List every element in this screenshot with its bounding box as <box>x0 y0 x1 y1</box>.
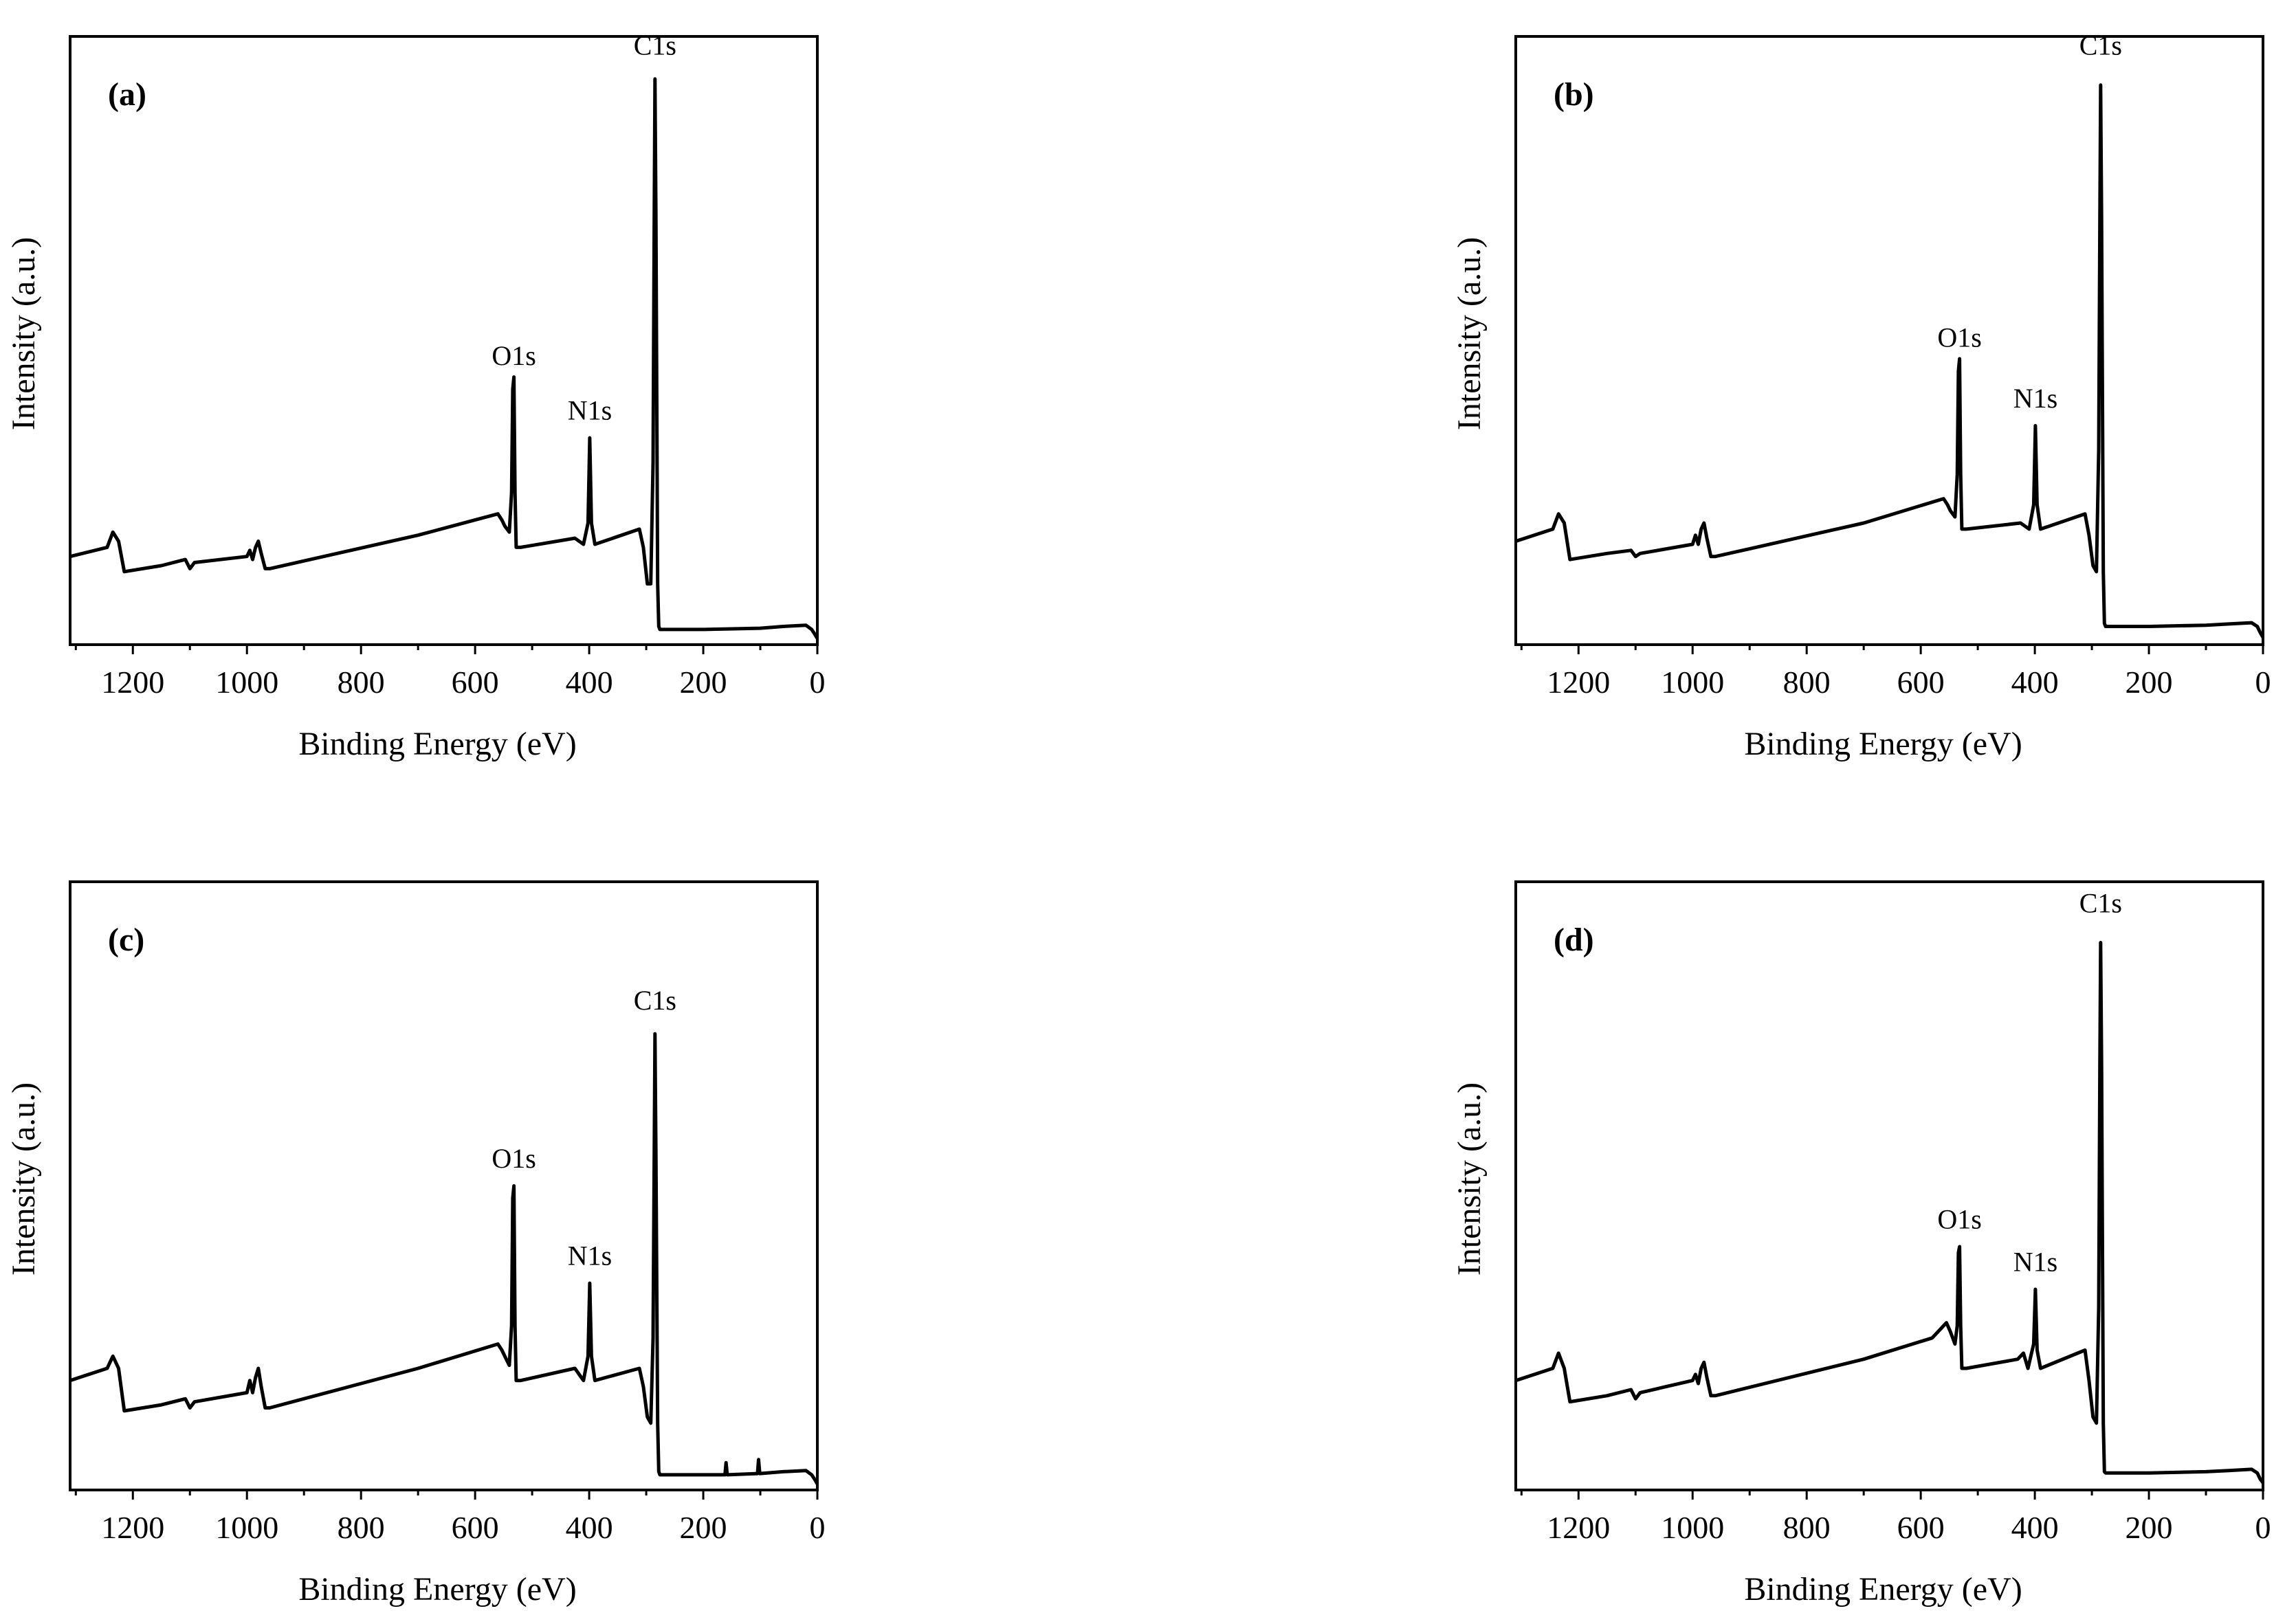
x-tick-label: 600 <box>452 665 499 700</box>
peak-label-n1s: N1s <box>2013 1246 2057 1277</box>
x-tick-label: 1000 <box>215 665 278 700</box>
x-tick-label: 400 <box>566 665 613 700</box>
panel-b: 1200 1000 800 600 400 200 0 Binding Energy (eV)… <box>1451 30 2271 762</box>
x-tick-label: 0 <box>2255 665 2271 700</box>
y-axis-title: Intensity (a.u.) <box>5 1082 42 1276</box>
panel-d: 1200 1000 800 600 400 200 0 Binding Energy (eV)… <box>1451 880 2271 1608</box>
y-axis-title: Intensity (a.u.) <box>5 237 42 430</box>
x-axis-title: Binding Energy (eV) <box>298 1571 576 1608</box>
x-tick-label: 800 <box>338 665 385 700</box>
peak-label-n1s: N1s <box>568 1241 612 1271</box>
peak-label-c1s: C1s <box>2079 30 2122 61</box>
x-tick-label: 0 <box>810 1510 826 1545</box>
spectrum-line <box>1515 83 2265 638</box>
x-tick-label: 200 <box>2126 665 2173 700</box>
peak-label-c1s: C1s <box>634 30 676 61</box>
x-tick-label: 800 <box>1783 665 1831 700</box>
x-tick-label: 600 <box>452 1510 499 1545</box>
x-tick-label: 200 <box>680 1510 727 1545</box>
x-tick-label: 200 <box>2126 1510 2173 1545</box>
plot-frame <box>69 35 819 646</box>
spectrum-line <box>1515 941 2264 1484</box>
panel-label: (a) <box>108 76 146 113</box>
peak-label-c1s: C1s <box>2079 887 2122 918</box>
x-tick-label: 200 <box>680 665 727 700</box>
x-tick-label: 600 <box>1897 665 1945 700</box>
plot-frame <box>1514 35 2264 646</box>
x-tick-label: 800 <box>338 1510 385 1545</box>
x-tick-label: 1200 <box>101 665 164 700</box>
x-axis-title: Binding Energy (eV) <box>1744 1571 2022 1608</box>
spectrum-line <box>69 77 819 640</box>
spectrum-line <box>69 1032 819 1485</box>
x-tick-label: 400 <box>2011 1510 2059 1545</box>
panel-c: 1200 1000 800 600 400 200 0 Binding Energy (eV)… <box>5 880 826 1608</box>
x-axis-title: Binding Energy (eV) <box>298 726 576 762</box>
panel-label: (c) <box>108 922 144 958</box>
panel-a: 1200 1000 800 600 400 200 0 Binding Energy (eV)… <box>5 30 826 762</box>
x-tick-label: 400 <box>2011 665 2059 700</box>
x-tick-label: 1200 <box>1547 1510 1610 1545</box>
x-tick-label: 0 <box>810 665 826 700</box>
x-tick-label: 0 <box>2255 1510 2271 1545</box>
x-tick-label: 1200 <box>101 1510 164 1545</box>
x-tick-label: 1000 <box>215 1510 278 1545</box>
peak-label-c1s: C1s <box>634 985 676 1016</box>
x-tick-label: 1200 <box>1547 665 1610 700</box>
x-tick-label: 400 <box>566 1510 613 1545</box>
peak-label-o1s: O1s <box>492 1143 536 1174</box>
y-axis-title: Intensity (a.u.) <box>1451 1082 1488 1276</box>
x-tick-label: 600 <box>1897 1510 1945 1545</box>
plot-frame <box>1514 880 2264 1491</box>
plot-frame <box>69 880 819 1491</box>
peak-label-n1s: N1s <box>2013 383 2057 414</box>
x-tick-label: 1000 <box>1661 1510 1724 1545</box>
peak-label-o1s: O1s <box>492 340 536 371</box>
peak-label-n1s: N1s <box>568 395 612 426</box>
peak-label-o1s: O1s <box>1937 1203 1981 1234</box>
peak-label-o1s: O1s <box>1937 322 1981 353</box>
panel-label: (b) <box>1554 76 1594 113</box>
panel-label: (d) <box>1554 922 1594 958</box>
x-tick-label: 1000 <box>1661 665 1724 700</box>
x-tick-label: 800 <box>1783 1510 1831 1545</box>
y-axis-title: Intensity (a.u.) <box>1451 237 1488 430</box>
x-axis-title: Binding Energy (eV) <box>1744 726 2022 762</box>
